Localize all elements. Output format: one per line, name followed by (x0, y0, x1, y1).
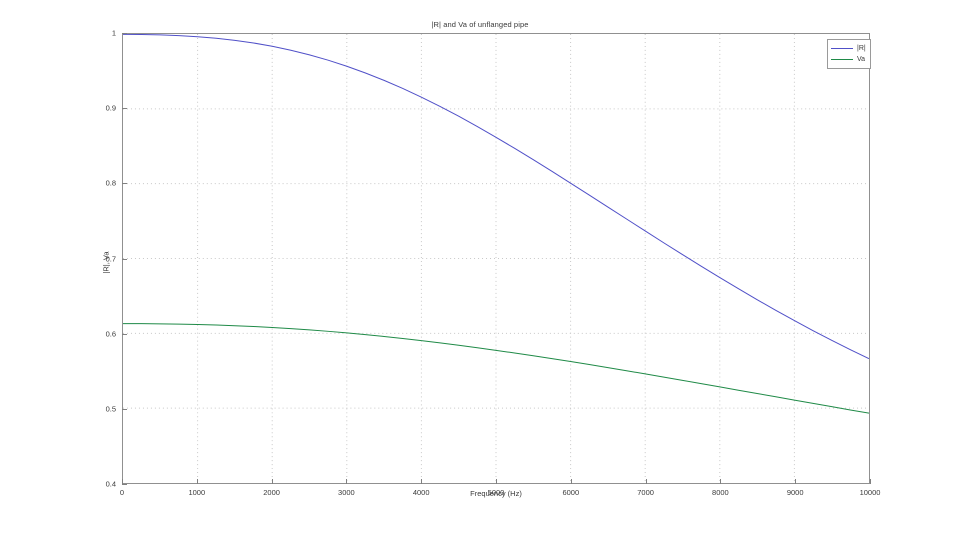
x-tick-label: 10000 (859, 488, 881, 497)
legend-swatch-icon (831, 59, 853, 60)
y-tick-label: 0.9 (105, 103, 116, 113)
x-tick-mark (570, 479, 572, 484)
x-tick-mark (271, 479, 273, 484)
x-tick-label: 7000 (637, 488, 654, 497)
grid-lines (123, 34, 869, 483)
y-tick-label: 0.6 (105, 329, 116, 339)
y-tick-label: 0.4 (105, 479, 116, 489)
chart-title: |R| and Va of unflanged pipe (431, 20, 529, 29)
x-tick-label: 4000 (412, 488, 430, 497)
x-tick-mark (720, 479, 722, 484)
series-line-r (123, 34, 869, 360)
plot-area (122, 33, 870, 484)
legend-label: Va (857, 55, 866, 63)
y-axis-label: |R|, Va (101, 251, 111, 274)
y-tick-mark (122, 108, 127, 110)
x-tick-mark (421, 479, 423, 484)
x-tick-mark (645, 479, 647, 484)
y-tick-label: 1 (111, 28, 116, 38)
y-tick-mark (122, 484, 127, 485)
y-tick-mark (122, 408, 127, 410)
y-tick-mark (122, 33, 127, 34)
x-tick-label: 8000 (712, 488, 729, 497)
y-tick-label: 0.5 (105, 404, 116, 414)
data-curves (123, 34, 869, 414)
series-line-va (123, 323, 869, 414)
x-tick-label: 3000 (338, 488, 355, 497)
x-tick-label: 0 (119, 488, 125, 497)
x-tick-label: 1000 (188, 488, 206, 497)
legend-label: |R| (857, 44, 866, 52)
x-tick-label: 2000 (263, 488, 280, 497)
x-tick-label: 6000 (562, 488, 580, 497)
y-tick-label: 0.8 (105, 178, 116, 188)
x-tick-label: 5000 (487, 488, 505, 497)
y-tick-mark (122, 183, 127, 185)
x-tick-mark (496, 479, 497, 484)
legend-item[interactable]: Va (831, 54, 866, 65)
y-tick-mark (122, 333, 127, 335)
y-tick-mark (122, 258, 127, 260)
x-tick-mark (346, 479, 348, 484)
x-tick-label: 9000 (786, 488, 804, 497)
x-tick-mark (870, 479, 871, 484)
y-tick-label: 0.7 (105, 254, 116, 263)
legend-item[interactable]: |R| (831, 43, 866, 54)
x-tick-mark (196, 479, 198, 484)
x-axis-label: Frequency (Hz) (470, 489, 522, 498)
legend-swatch-icon (831, 48, 853, 49)
legend: |R| Va (827, 39, 871, 69)
x-tick-mark (795, 479, 797, 484)
x-tick-mark (122, 479, 123, 484)
